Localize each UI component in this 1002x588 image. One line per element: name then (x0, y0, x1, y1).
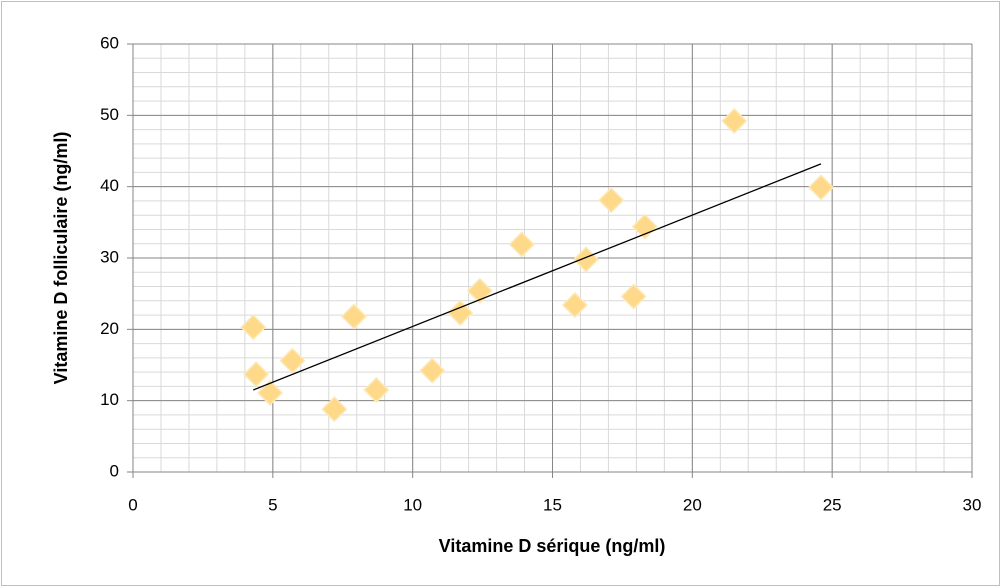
data-point (363, 376, 390, 404)
trendline (253, 163, 822, 391)
y-tick-label: 50 (100, 105, 119, 124)
y-tick-label: 60 (100, 33, 119, 52)
y-tick-label: 20 (100, 319, 119, 338)
data-point (419, 357, 446, 384)
data-point (721, 107, 748, 135)
data-point (508, 231, 535, 258)
data-point (620, 283, 647, 310)
x-tick-label: 20 (683, 495, 702, 514)
data-point (598, 187, 625, 214)
data-point (572, 246, 600, 273)
data-point (561, 292, 588, 319)
y-tick-label: 30 (100, 247, 119, 266)
data-point (321, 396, 348, 423)
data-point (279, 347, 306, 374)
data-point (240, 314, 267, 341)
data-point (340, 303, 367, 330)
x-tick-label: 15 (543, 495, 562, 514)
y-tick-label: 10 (100, 390, 119, 409)
x-tick-label: 10 (403, 495, 422, 514)
y-tick-label: 0 (110, 461, 119, 480)
data-point (631, 213, 658, 240)
data-point (256, 379, 284, 406)
y-tick-label: 40 (100, 176, 119, 195)
x-tick-label: 30 (963, 495, 982, 514)
y-axis-title: Vitamine D folliculaire (ng/ml) (51, 132, 71, 385)
x-tick-label: 5 (268, 495, 277, 514)
data-point (807, 174, 835, 201)
data-point (447, 299, 474, 326)
data-point (242, 361, 270, 388)
x-axis-title: Vitamine D sérique (ng/ml) (439, 536, 666, 556)
x-tick-label: 0 (128, 495, 137, 514)
x-tick-label: 25 (823, 495, 842, 514)
